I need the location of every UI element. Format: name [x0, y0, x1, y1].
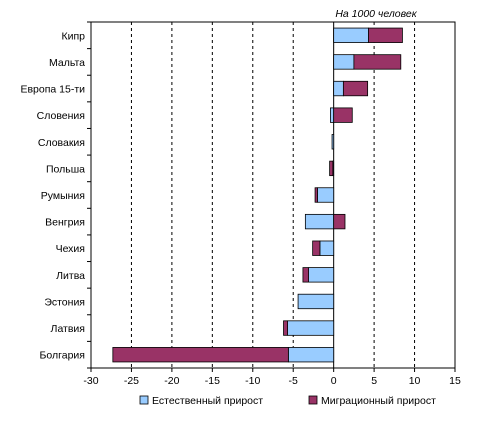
- category-label: Европа 15-ти: [20, 84, 85, 96]
- legend-label: Естественный прирост: [152, 395, 263, 407]
- unit-label: На 1000 человек: [335, 8, 417, 20]
- bar-natural-increase: [304, 213, 335, 230]
- bar-natural-increase: [297, 293, 335, 310]
- category-label: Чехия: [56, 243, 85, 255]
- x-tick-label: -30: [83, 375, 98, 387]
- x-tick-label: -15: [205, 375, 220, 387]
- bar-natural-increase: [331, 134, 335, 150]
- plot-frame: [90, 21, 456, 369]
- bar-natural-increase: [308, 267, 335, 283]
- bar-migration-increase: [329, 160, 334, 177]
- bar-natural-increase: [330, 107, 335, 123]
- bar-migration-increase: [112, 347, 289, 363]
- bar-natural-increase: [287, 320, 335, 336]
- x-tick-label: -10: [245, 375, 260, 387]
- legend: Естественный прирост Миграционный прирост: [139, 395, 436, 407]
- category-label: Кипр: [61, 30, 85, 42]
- x-tick-label: -5: [289, 375, 298, 387]
- category-label: Польша: [46, 163, 85, 175]
- bar-migration-increase: [353, 54, 402, 70]
- bar-migration-increase: [368, 27, 403, 43]
- legend-swatch: [139, 395, 149, 405]
- x-tick-label: -20: [164, 375, 179, 387]
- bar-migration-increase: [333, 107, 353, 123]
- bar-natural-increase: [287, 347, 335, 363]
- category-label: Мальта: [49, 57, 85, 69]
- bar-natural-increase: [333, 80, 344, 97]
- category-label: Латвия: [51, 323, 85, 335]
- x-tick-label: 0: [331, 375, 337, 387]
- category-label: Венгрия: [45, 217, 85, 229]
- bar-migration-increase: [342, 80, 369, 97]
- category-label: Румыния: [41, 190, 85, 202]
- category-label: Словакия: [38, 137, 85, 149]
- x-tick-label: 10: [409, 375, 421, 387]
- bar-migration-increase: [333, 213, 346, 230]
- category-label: Литва: [56, 270, 85, 282]
- bar-natural-increase: [333, 54, 355, 70]
- bar-migration-increase: [283, 320, 288, 336]
- category-label: Эстония: [44, 296, 85, 308]
- x-tick-label: 15: [449, 375, 461, 387]
- category-label: Болгария: [40, 350, 85, 362]
- x-tick-label: 5: [371, 375, 377, 387]
- plot-area: -30 -25 -20 -15 -10 -5 0 5 10 15 Кипр Мальта Европа …: [20, 21, 461, 387]
- x-tick-label: -25: [124, 375, 139, 387]
- bar-natural-increase: [333, 27, 369, 43]
- bar-migration-increase: [302, 267, 309, 283]
- bar-natural-increase: [319, 240, 335, 256]
- category-label: Словения: [37, 110, 85, 122]
- bar-migration-increase: [312, 240, 321, 256]
- legend-swatch: [308, 395, 318, 405]
- bar-migration-increase: [314, 187, 318, 203]
- legend-label: Миграционный прирост: [321, 395, 436, 407]
- bar-natural-increase: [317, 187, 335, 203]
